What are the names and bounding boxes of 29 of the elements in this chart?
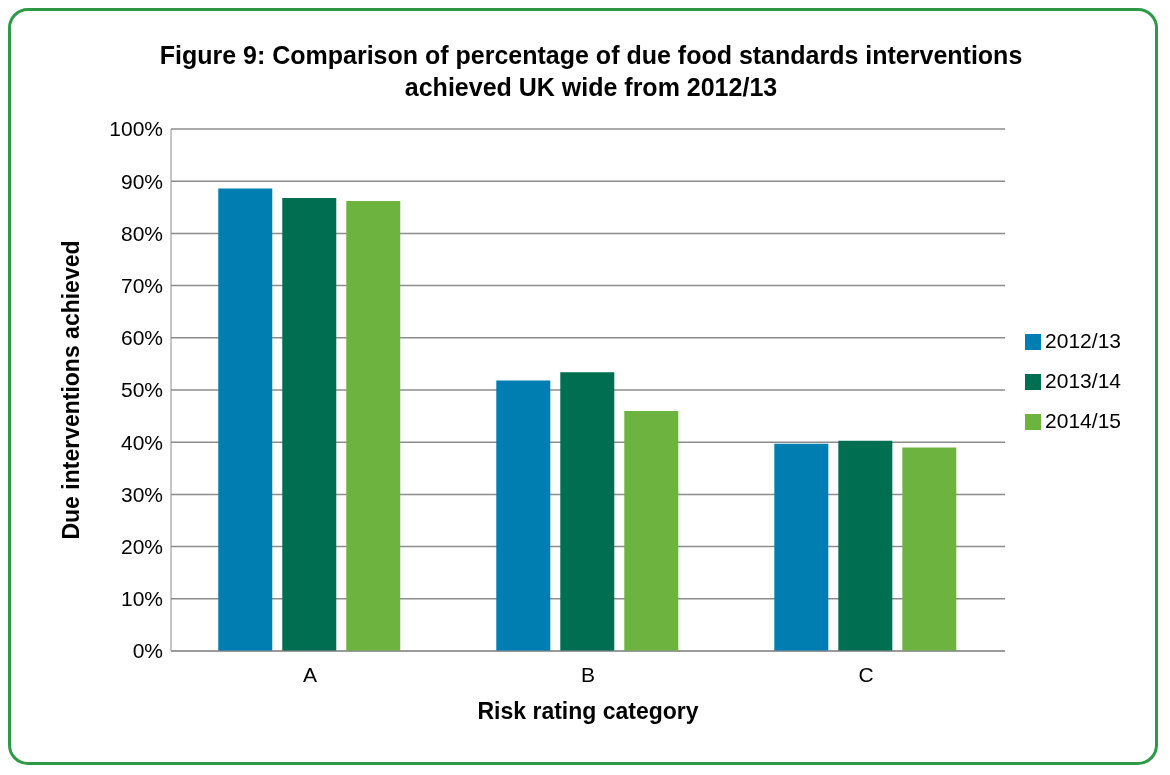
bar [560, 372, 615, 651]
y-tick-label: 70% [120, 274, 163, 298]
bar [218, 188, 273, 651]
bar [624, 410, 679, 651]
y-tick-label: 80% [120, 221, 163, 245]
x-tick-label: A [303, 662, 318, 686]
y-tick-label: 90% [120, 169, 163, 193]
y-tick-label: 30% [120, 482, 163, 506]
bar [496, 380, 551, 651]
x-tick-label: B [581, 662, 596, 686]
x-tick-label: C [858, 662, 874, 686]
y-tick-label: 60% [120, 326, 163, 350]
y-tick-label: 0% [132, 639, 163, 663]
y-tick-label: 50% [120, 378, 163, 402]
x-axis-title: Risk rating category [477, 698, 699, 724]
bar [282, 197, 337, 651]
bar [774, 443, 829, 651]
legend-label: 2013/14 [1045, 369, 1121, 392]
y-tick-label: 10% [120, 587, 163, 611]
bar [838, 440, 893, 651]
chart-title: Figure 9: Comparison of percentage of due food standards interventions achieved UK wide from 2012/13 [158, 40, 1024, 103]
y-tick-label: 20% [120, 535, 163, 559]
bar [346, 201, 401, 651]
legend-label: 2012/13 [1045, 329, 1121, 352]
legend-label: 2014/15 [1045, 409, 1121, 432]
y-tick-label: 100% [109, 117, 163, 141]
bar [902, 447, 957, 651]
y-axis-title: Due interventions achieved [58, 240, 85, 540]
y-tick-label: 40% [120, 430, 163, 454]
